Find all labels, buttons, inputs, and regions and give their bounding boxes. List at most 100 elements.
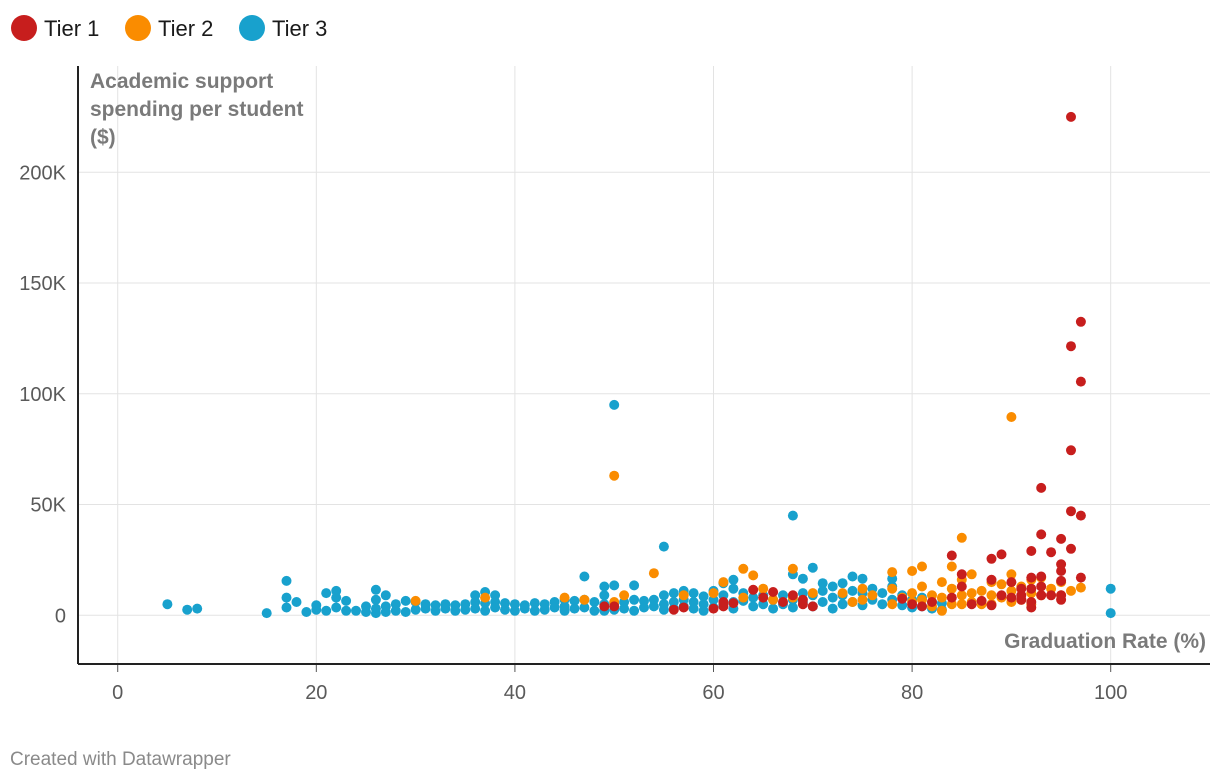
data-point[interactable]: [956, 581, 967, 592]
data-point[interactable]: [857, 583, 868, 594]
data-point[interactable]: [768, 587, 779, 597]
data-point[interactable]: [609, 580, 620, 591]
data-point[interactable]: [589, 605, 600, 616]
data-point[interactable]: [1066, 543, 1076, 554]
data-point[interactable]: [976, 595, 987, 606]
data-point[interactable]: [1056, 533, 1067, 544]
data-point[interactable]: [956, 590, 967, 601]
data-point[interactable]: [321, 605, 332, 616]
data-point[interactable]: [1066, 341, 1076, 352]
data-point[interactable]: [986, 600, 997, 611]
data-point[interactable]: [787, 510, 798, 521]
data-point[interactable]: [301, 607, 312, 617]
data-point[interactable]: [380, 607, 391, 617]
data-point[interactable]: [827, 603, 838, 614]
data-point[interactable]: [529, 598, 540, 609]
data-point[interactable]: [1046, 547, 1057, 558]
data-point[interactable]: [887, 583, 898, 594]
data-point[interactable]: [1036, 482, 1047, 493]
data-point[interactable]: [1006, 577, 1017, 588]
data-point[interactable]: [1036, 571, 1047, 582]
data-point[interactable]: [728, 574, 739, 585]
data-point[interactable]: [718, 577, 729, 588]
data-point[interactable]: [1056, 594, 1067, 605]
data-point[interactable]: [867, 590, 878, 601]
data-point[interactable]: [648, 568, 659, 579]
data-point[interactable]: [966, 569, 977, 580]
data-point[interactable]: [420, 603, 431, 614]
data-point[interactable]: [1036, 529, 1047, 540]
data-point[interactable]: [331, 585, 342, 596]
data-point[interactable]: [996, 549, 1007, 560]
data-point[interactable]: [917, 561, 927, 572]
data-point[interactable]: [817, 597, 828, 607]
data-point[interactable]: [708, 603, 719, 614]
data-point[interactable]: [1026, 546, 1037, 556]
data-point[interactable]: [678, 590, 689, 601]
data-point[interactable]: [817, 578, 828, 589]
data-point[interactable]: [1066, 585, 1076, 596]
data-point[interactable]: [708, 588, 719, 599]
data-point[interactable]: [1016, 594, 1027, 605]
data-point[interactable]: [956, 532, 967, 543]
data-point[interactable]: [400, 607, 411, 617]
data-point[interactable]: [877, 599, 888, 610]
data-point[interactable]: [579, 571, 590, 582]
legend-item-tier-2[interactable]: Tier 2: [125, 15, 213, 41]
data-point[interactable]: [758, 583, 769, 594]
data-point[interactable]: [658, 604, 669, 615]
data-point[interactable]: [897, 593, 908, 604]
data-point[interactable]: [728, 583, 739, 594]
data-point[interactable]: [261, 608, 272, 619]
data-point[interactable]: [648, 601, 659, 612]
data-point[interactable]: [668, 588, 679, 599]
data-point[interactable]: [351, 605, 361, 616]
data-point[interactable]: [579, 602, 590, 613]
data-point[interactable]: [1066, 506, 1076, 517]
data-point[interactable]: [807, 601, 818, 612]
data-point[interactable]: [797, 573, 808, 584]
data-point[interactable]: [569, 595, 580, 606]
data-point[interactable]: [678, 602, 689, 613]
data-point[interactable]: [758, 592, 769, 603]
data-point[interactable]: [1075, 582, 1086, 593]
data-point[interactable]: [986, 553, 997, 564]
data-point[interactable]: [321, 588, 332, 599]
data-point[interactable]: [1026, 583, 1037, 594]
data-point[interactable]: [807, 562, 818, 573]
data-point[interactable]: [619, 603, 630, 614]
data-point[interactable]: [857, 594, 868, 605]
data-point[interactable]: [807, 588, 818, 599]
data-point[interactable]: [500, 604, 510, 615]
data-point[interactable]: [480, 605, 491, 616]
data-point[interactable]: [658, 590, 669, 601]
data-point[interactable]: [827, 592, 838, 603]
data-point[interactable]: [1066, 111, 1076, 122]
data-point[interactable]: [559, 605, 570, 616]
data-point[interactable]: [341, 595, 352, 606]
data-point[interactable]: [281, 602, 292, 613]
data-point[interactable]: [748, 601, 759, 612]
data-point[interactable]: [738, 563, 749, 574]
data-point[interactable]: [817, 585, 828, 596]
data-point[interactable]: [847, 585, 858, 596]
data-point[interactable]: [936, 577, 947, 588]
legend-item-tier-3[interactable]: Tier 3: [239, 15, 327, 41]
data-point[interactable]: [549, 602, 560, 613]
data-point[interactable]: [440, 603, 451, 614]
data-point[interactable]: [1026, 572, 1037, 583]
data-point[interactable]: [966, 599, 977, 610]
data-point[interactable]: [907, 599, 918, 610]
data-point[interactable]: [370, 584, 381, 595]
data-point[interactable]: [1006, 412, 1017, 422]
data-point[interactable]: [331, 602, 342, 613]
data-point[interactable]: [787, 590, 798, 601]
data-point[interactable]: [996, 579, 1007, 590]
data-point[interactable]: [1056, 575, 1067, 586]
data-point[interactable]: [1075, 376, 1086, 387]
data-point[interactable]: [281, 575, 292, 586]
data-point[interactable]: [390, 605, 401, 616]
data-point[interactable]: [688, 603, 699, 614]
data-point[interactable]: [281, 592, 292, 603]
data-point[interactable]: [857, 573, 868, 584]
